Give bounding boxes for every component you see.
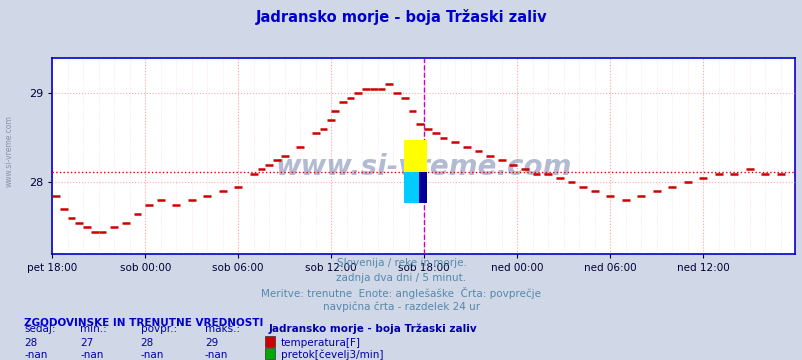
Text: -nan: -nan <box>205 350 228 360</box>
Text: navpična črta - razdelek 24 ur: navpična črta - razdelek 24 ur <box>322 302 480 312</box>
Text: zadnja dva dni / 5 minut.: zadnja dva dni / 5 minut. <box>336 273 466 283</box>
Text: ZGODOVINSKE IN TRENUTNE VREDNOSTI: ZGODOVINSKE IN TRENUTNE VREDNOSTI <box>24 318 263 328</box>
Text: www.si-vreme.com: www.si-vreme.com <box>5 115 14 187</box>
Text: 29: 29 <box>205 338 218 348</box>
Text: Slovenija / reke in morje.: Slovenija / reke in morje. <box>336 258 466 269</box>
Text: sedaj:: sedaj: <box>24 324 55 334</box>
Bar <box>403 172 418 203</box>
Bar <box>418 172 427 203</box>
Text: -nan: -nan <box>80 350 103 360</box>
Text: Jadransko morje - boja Tržaski zaliv: Jadransko morje - boja Tržaski zaliv <box>255 9 547 25</box>
Text: www.si-vreme.com: www.si-vreme.com <box>275 153 571 181</box>
Text: maks.:: maks.: <box>205 324 240 334</box>
Text: min.:: min.: <box>80 324 107 334</box>
Text: 27: 27 <box>80 338 94 348</box>
Text: pretok[čevelj3/min]: pretok[čevelj3/min] <box>281 349 383 360</box>
Text: -nan: -nan <box>140 350 164 360</box>
Text: povpr.:: povpr.: <box>140 324 176 334</box>
Text: -nan: -nan <box>24 350 47 360</box>
Text: 28: 28 <box>140 338 154 348</box>
Text: temperatura[F]: temperatura[F] <box>281 338 361 348</box>
Text: Meritve: trenutne  Enote: anglešaške  Črta: povprečje: Meritve: trenutne Enote: anglešaške Črta… <box>261 287 541 299</box>
Text: 28: 28 <box>24 338 38 348</box>
Bar <box>403 140 427 172</box>
Text: Jadransko morje - boja Tržaski zaliv: Jadransko morje - boja Tržaski zaliv <box>269 323 477 334</box>
